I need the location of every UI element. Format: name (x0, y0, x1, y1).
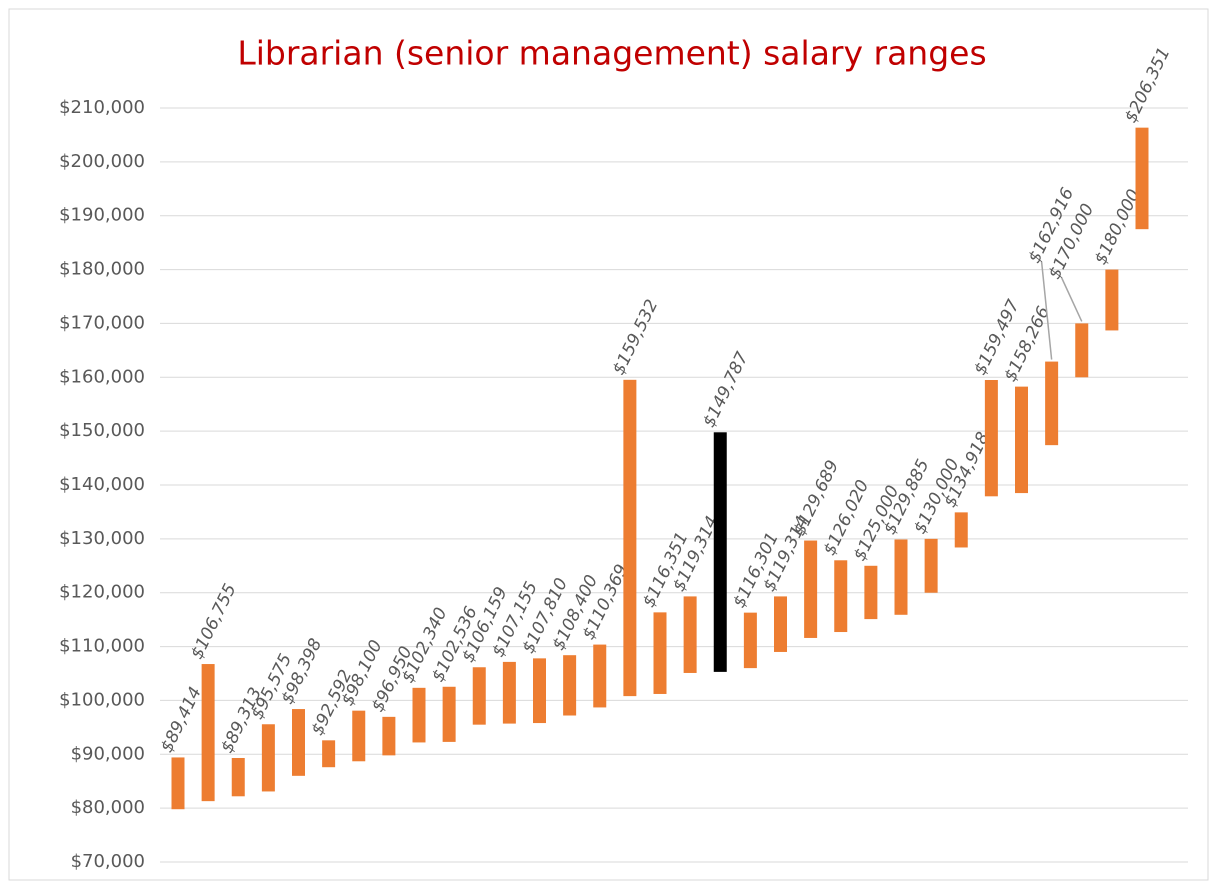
bar (954, 512, 968, 548)
bar (1135, 127, 1149, 230)
y-tick-label: $140,000 (59, 474, 145, 495)
bar (472, 667, 486, 725)
bar (292, 709, 305, 776)
leader-line (1061, 277, 1083, 322)
y-tick-label: $120,000 (59, 582, 145, 603)
bar (231, 757, 245, 797)
y-tick-label: $210,000 (59, 97, 145, 118)
bar (864, 565, 878, 620)
y-tick-label: $170,000 (59, 312, 145, 333)
bar (201, 664, 215, 802)
bar (1045, 361, 1059, 446)
bar (563, 655, 577, 716)
bar (894, 539, 908, 615)
y-tick-label: $100,000 (59, 689, 145, 710)
y-tick-label: $160,000 (59, 366, 145, 387)
bar (984, 379, 998, 497)
bar (1015, 386, 1028, 494)
leader-line (1040, 261, 1053, 360)
y-tick-label: $90,000 (71, 743, 145, 764)
bar (322, 740, 336, 768)
y-tick-label: $200,000 (59, 151, 145, 172)
bar (623, 379, 637, 697)
data-label: $149,787 (699, 349, 753, 431)
bar (713, 432, 727, 672)
y-tick-label: $180,000 (59, 259, 145, 280)
data-label: $89,414 (157, 684, 206, 756)
bar (533, 658, 546, 724)
bar (352, 710, 366, 762)
bar (653, 612, 667, 694)
data-label: $206,351 (1121, 44, 1175, 126)
bar (743, 612, 757, 669)
bar (774, 596, 787, 652)
bar (412, 687, 426, 743)
bar (593, 644, 607, 708)
chart-title: Librarian (senior management) salary ran… (237, 34, 986, 73)
bar (834, 560, 848, 633)
y-tick-label: $130,000 (59, 528, 145, 549)
y-tick-label: $190,000 (59, 205, 145, 226)
y-tick-label: $80,000 (71, 797, 145, 818)
bar (804, 540, 818, 638)
bar (261, 724, 275, 792)
y-tick-label: $150,000 (59, 420, 145, 441)
bar (1075, 323, 1089, 378)
bar (171, 757, 185, 810)
bar (442, 686, 456, 742)
bar (1105, 269, 1119, 331)
data-label: $159,532 (609, 297, 663, 379)
y-tick-label: $110,000 (59, 636, 145, 657)
chart-border (8, 8, 1209, 881)
bar (924, 538, 938, 593)
bar (382, 716, 396, 756)
y-tick-label: $70,000 (71, 851, 145, 872)
bar (502, 661, 516, 724)
bar (683, 596, 697, 673)
